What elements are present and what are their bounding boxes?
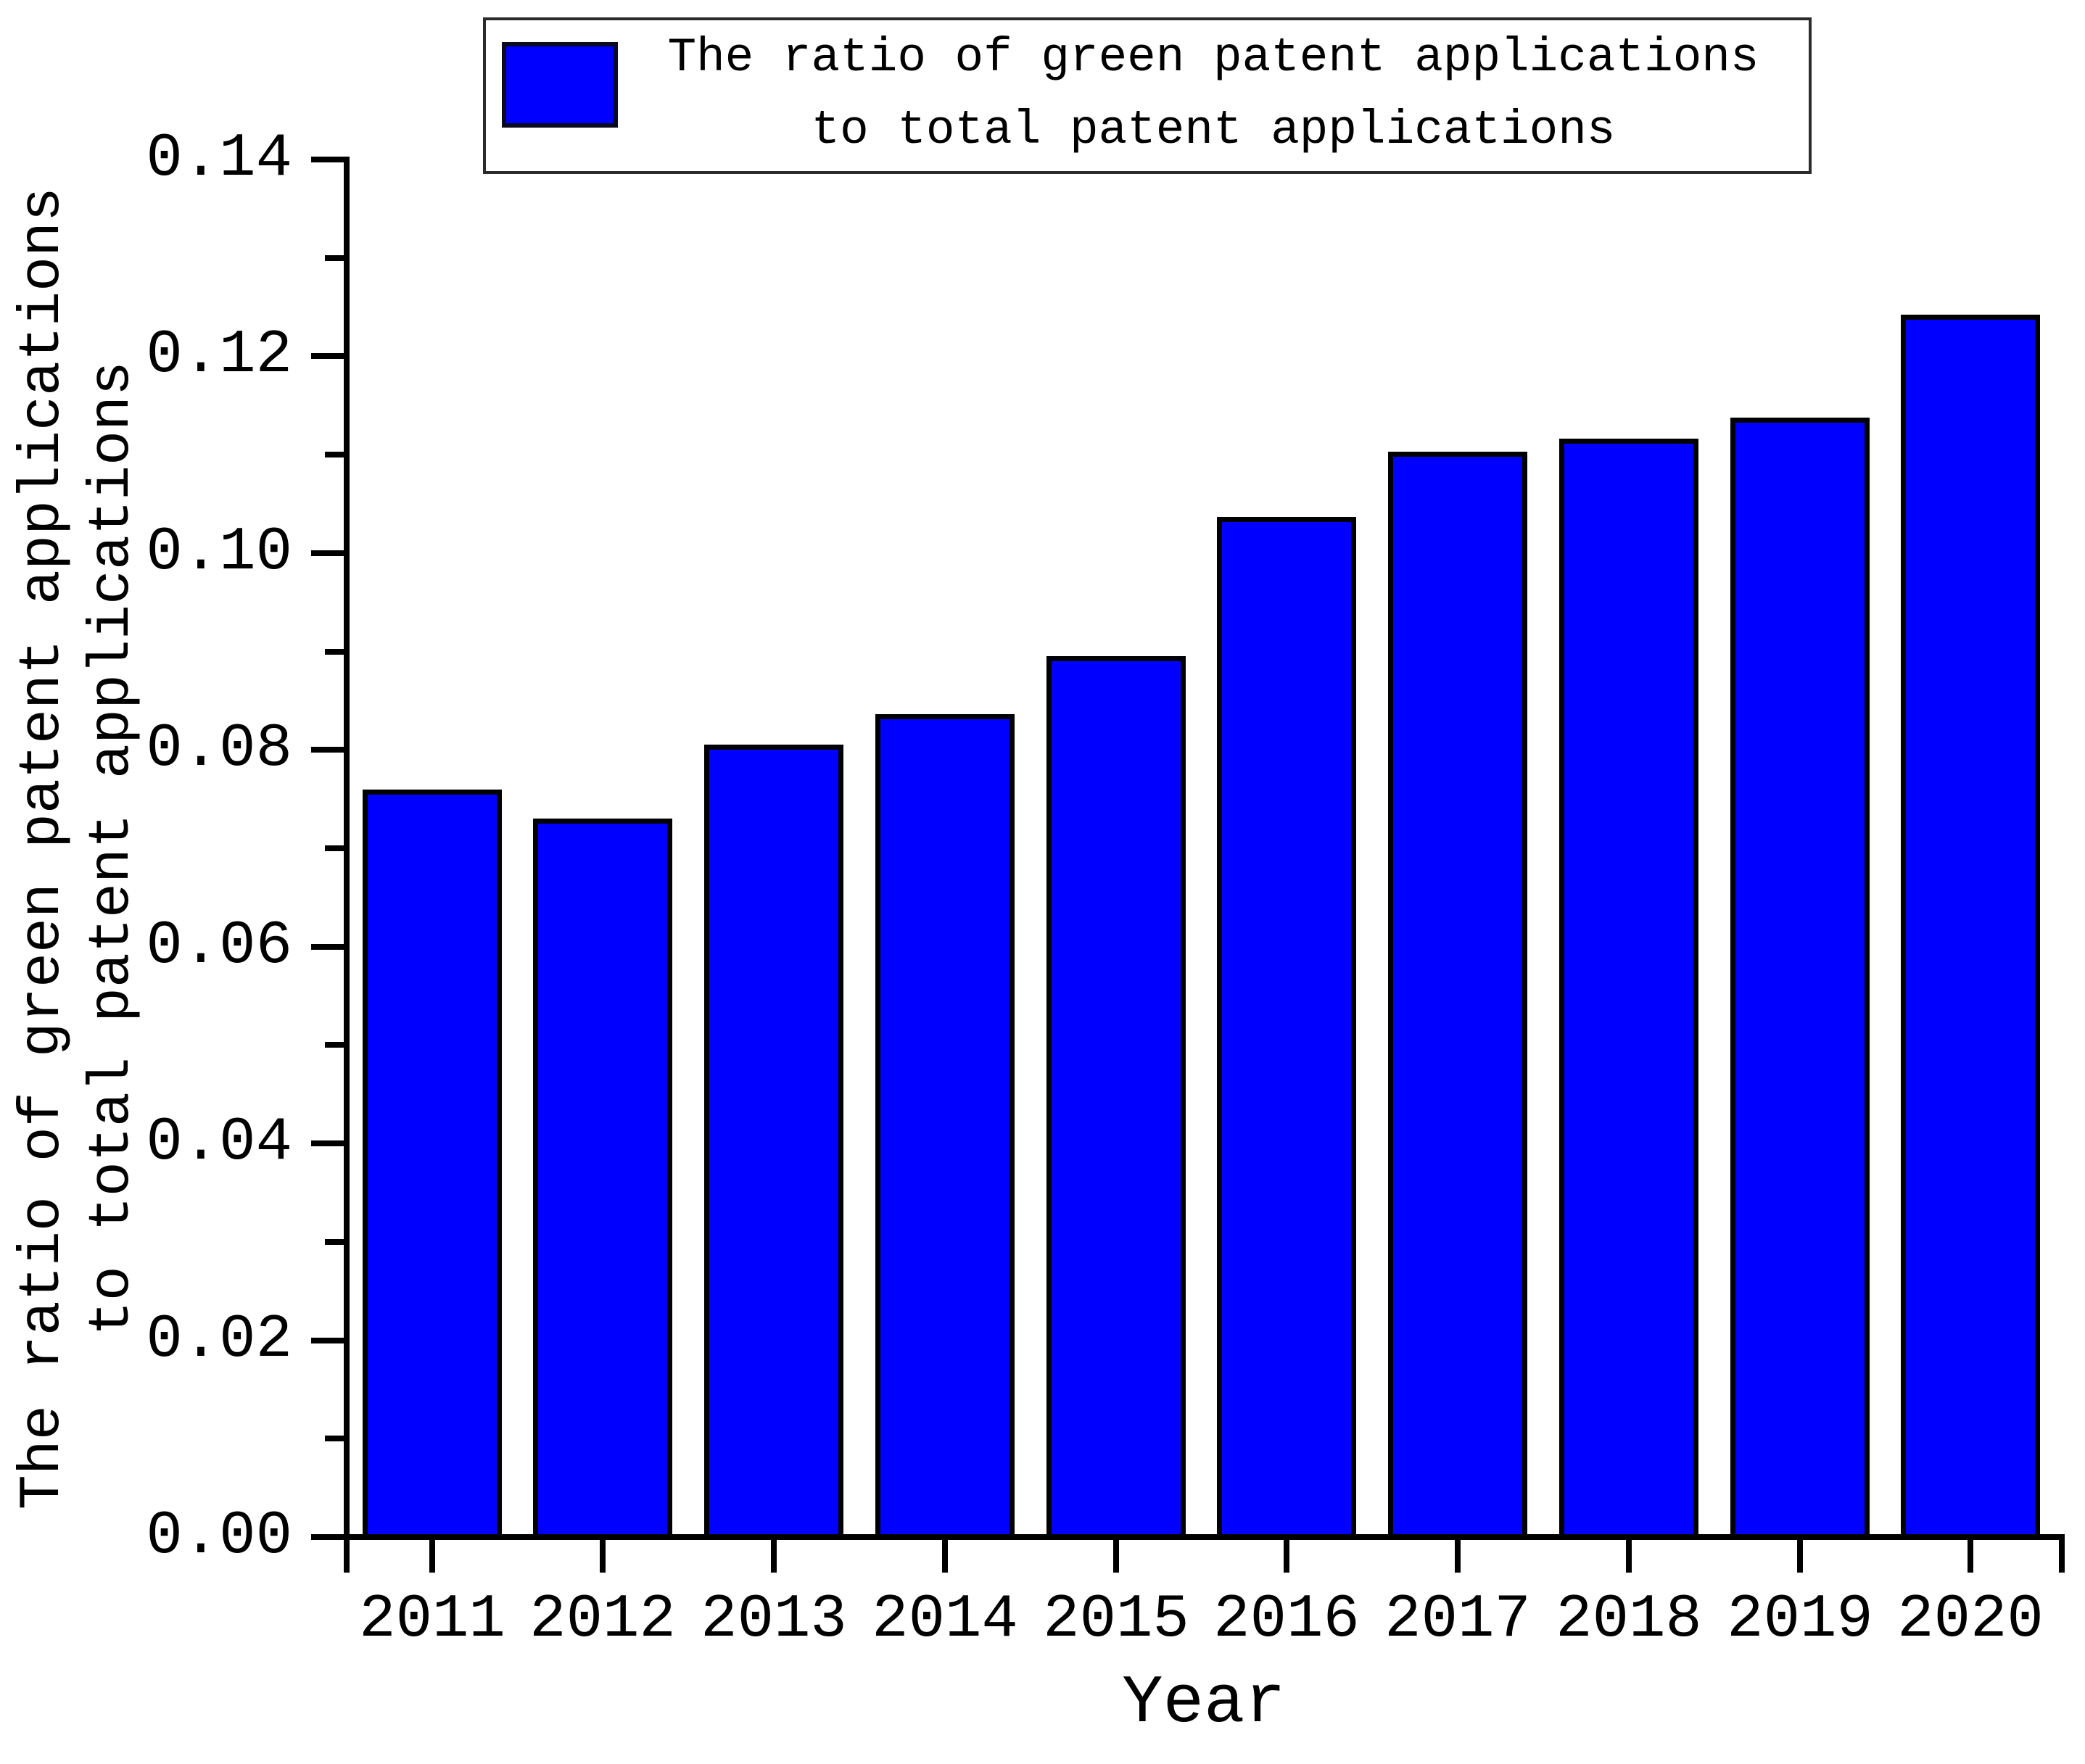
bar-2016 (1217, 517, 1356, 1540)
y-axis-minor-tick (325, 1239, 344, 1245)
x-axis-tick-label-2012: 2012 (529, 1586, 676, 1655)
y-axis-major-tick-0.00 (311, 1534, 344, 1540)
x-axis-tick-label-2016: 2016 (1213, 1586, 1360, 1655)
y-axis-tick-label-0.04: 0.04 (146, 1109, 292, 1177)
y-axis-title-line2: to total patent applications (80, 360, 146, 1336)
y-axis-tick-label-0.00: 0.00 (146, 1502, 292, 1571)
bar-2020 (1901, 315, 2040, 1540)
x-axis-tick-2011 (429, 1540, 435, 1573)
x-axis-tick-label-2018: 2018 (1556, 1586, 1702, 1655)
y-axis-minor-tick (325, 1436, 344, 1441)
bar-2017 (1388, 452, 1527, 1540)
x-axis-spine (344, 1534, 2065, 1540)
y-axis-tick-label-0.10: 0.10 (146, 518, 292, 587)
x-axis-tick-2012 (600, 1540, 606, 1573)
bar-2018 (1559, 439, 1698, 1540)
y-axis-tick-label-0.14: 0.14 (146, 125, 292, 194)
x-axis-tick-2016 (1284, 1540, 1289, 1573)
x-axis-title: Year (1122, 1665, 1286, 1742)
x-axis-tick-label-2017: 2017 (1384, 1586, 1531, 1655)
y-axis-major-tick-0.10 (311, 550, 344, 556)
y-axis-major-tick-0.02 (311, 1338, 344, 1343)
x-axis-left-end-tick (344, 1540, 350, 1573)
y-axis-tick-label-0.12: 0.12 (146, 321, 292, 390)
y-axis-major-tick-0.14 (311, 157, 344, 162)
y-axis-major-tick-0.08 (311, 747, 344, 753)
bar-2012 (533, 819, 672, 1540)
y-axis-tick-label-0.08: 0.08 (146, 715, 292, 784)
y-axis-title-line1: The ratio of green patent applications (10, 186, 76, 1510)
y-axis-minor-tick (325, 649, 344, 655)
legend-label-line2: to total patent applications (811, 103, 1616, 157)
y-axis-major-tick-0.06 (311, 944, 344, 950)
legend-box: The ratio of green patent applications t… (483, 17, 1812, 174)
x-axis-tick-label-2015: 2015 (1043, 1586, 1189, 1655)
x-axis-tick-label-2020: 2020 (1897, 1586, 2044, 1655)
y-axis-major-tick-0.04 (311, 1140, 344, 1146)
x-axis-tick-label-2013: 2013 (701, 1586, 847, 1655)
legend-label: The ratio of green patent applications t… (618, 20, 1809, 167)
bar-2015 (1046, 656, 1186, 1540)
x-axis-tick-2020 (1968, 1540, 1973, 1573)
bar-2014 (875, 714, 1015, 1540)
y-axis-minor-tick (325, 255, 344, 261)
x-axis-tick-2018 (1626, 1540, 1632, 1573)
x-axis-tick-label-2014: 2014 (872, 1586, 1018, 1655)
legend-swatch-blue (502, 42, 618, 128)
x-axis-tick-label-2019: 2019 (1727, 1586, 1873, 1655)
x-axis-tick-label-2011: 2011 (359, 1586, 505, 1655)
bar-2019 (1730, 418, 1870, 1540)
x-axis-right-end-tick (2059, 1540, 2065, 1573)
bar-2013 (704, 745, 843, 1540)
y-axis-minor-tick (325, 452, 344, 457)
y-axis-major-tick-0.12 (311, 353, 344, 359)
x-axis-tick-2013 (771, 1540, 777, 1573)
y-axis-spine (344, 157, 350, 1540)
x-axis-tick-2019 (1797, 1540, 1803, 1573)
y-axis-tick-label-0.06: 0.06 (146, 912, 292, 981)
y-axis-minor-tick (325, 1042, 344, 1048)
y-axis-tick-label-0.02: 0.02 (146, 1306, 292, 1375)
x-axis-tick-2017 (1455, 1540, 1461, 1573)
y-axis-minor-tick (325, 845, 344, 851)
x-axis-tick-2015 (1113, 1540, 1119, 1573)
x-axis-tick-2014 (942, 1540, 948, 1573)
legend-label-line1: The ratio of green patent applications (667, 30, 1759, 85)
bar-2011 (363, 790, 502, 1540)
